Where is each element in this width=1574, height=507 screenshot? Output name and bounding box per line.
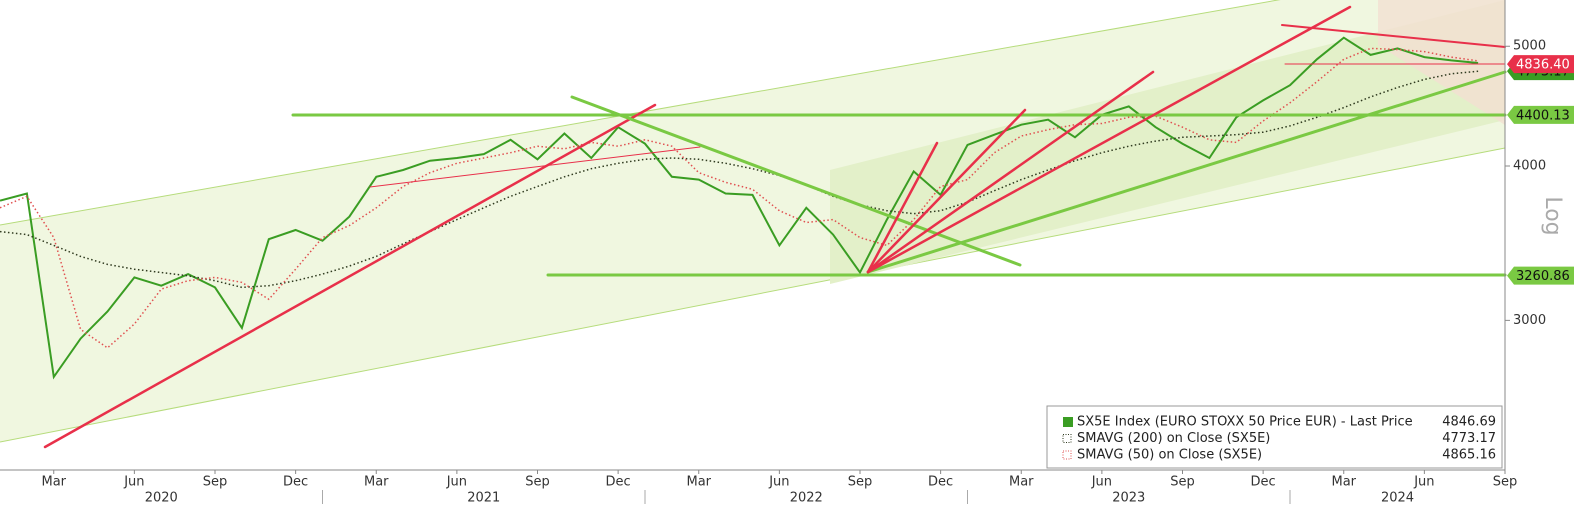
x-tick-label: Jun	[446, 475, 467, 490]
x-tick-label: Jun	[768, 475, 789, 490]
series-line	[0, 47, 1479, 349]
x-tick-label: Mar	[41, 475, 66, 490]
year-label: 2022	[790, 491, 823, 506]
trend-line	[570, 95, 1022, 267]
axis-marker: 4836.40	[1507, 55, 1574, 74]
trend-line	[1281, 24, 1506, 48]
x-tick-label: Sep	[1170, 475, 1195, 490]
x-tick-label: Jun	[1091, 475, 1112, 490]
x-tick-label: Sep	[1493, 475, 1518, 490]
trend-line	[866, 70, 1507, 274]
fan-line	[866, 5, 1352, 274]
trend-lines	[43, 5, 1507, 449]
year-label: 2021	[467, 491, 500, 506]
year-label: 2023	[1112, 491, 1145, 506]
year-label: 2024	[1381, 491, 1414, 506]
y-tick-label: 4000	[1513, 158, 1546, 173]
y-tick-label: 5000	[1513, 39, 1546, 54]
x-tick-label: Sep	[525, 475, 550, 490]
legend-value: 4773.17	[1442, 431, 1496, 446]
y-axis-label: Log	[1540, 196, 1565, 235]
year-label: 2020	[145, 491, 178, 506]
marker-label: 4836.40	[1516, 58, 1570, 73]
x-tick-label: Mar	[686, 475, 711, 490]
trend-line	[43, 103, 657, 449]
legend: SX5E Index (EURO STOXX 50 Price EUR) - L…	[1046, 405, 1503, 469]
trend-line	[369, 146, 701, 188]
x-tick-label: Jun	[1413, 475, 1434, 490]
marker-box	[1507, 105, 1574, 124]
fan-line	[866, 141, 939, 274]
marker-box	[1507, 55, 1574, 74]
channel-line	[0, 147, 1506, 443]
x-tick-label: Jun	[123, 475, 144, 490]
marker-label: 4400.13	[1516, 108, 1570, 123]
x-tick-label: Mar	[1331, 475, 1356, 490]
legend-label: SMAVG (50) on Close (SX5E)	[1077, 448, 1262, 463]
x-tick-label: Sep	[848, 475, 873, 490]
legend-icon	[1063, 417, 1073, 427]
x-tick-label: Dec	[1251, 475, 1276, 490]
channel-line	[0, 0, 1281, 226]
legend-icon	[1062, 434, 1072, 443]
x-tick-label: Dec	[606, 475, 631, 490]
marker-label: 3260.86	[1516, 269, 1570, 284]
legend-label: SX5E Index (EURO STOXX 50 Price EUR) - L…	[1077, 415, 1413, 430]
x-tick-label: Mar	[1009, 475, 1034, 490]
x-tick-label: Mar	[364, 475, 389, 490]
legend-value: 4865.16	[1442, 448, 1496, 463]
shade	[1378, 0, 1505, 125]
series-line	[0, 36, 1479, 380]
legend-value: 4846.69	[1442, 415, 1496, 430]
series-layer	[0, 36, 1479, 380]
channel-inner	[830, 0, 1505, 284]
y-tick-label: 3000	[1513, 313, 1546, 328]
x-tick-label: Dec	[928, 475, 953, 490]
fan-line	[866, 70, 1155, 274]
axis-marker: 3260.86	[1507, 266, 1574, 285]
fan-line	[866, 108, 1027, 274]
legend-label: SMAVG (200) on Close (SX5E)	[1077, 431, 1270, 446]
x-tick-label: Dec	[283, 475, 308, 490]
legend-box	[1046, 405, 1503, 469]
legend-icon	[1062, 450, 1072, 460]
axis-marker: 4400.13	[1507, 105, 1574, 124]
marker-box	[1507, 266, 1574, 285]
x-tick-label: Sep	[203, 475, 228, 490]
